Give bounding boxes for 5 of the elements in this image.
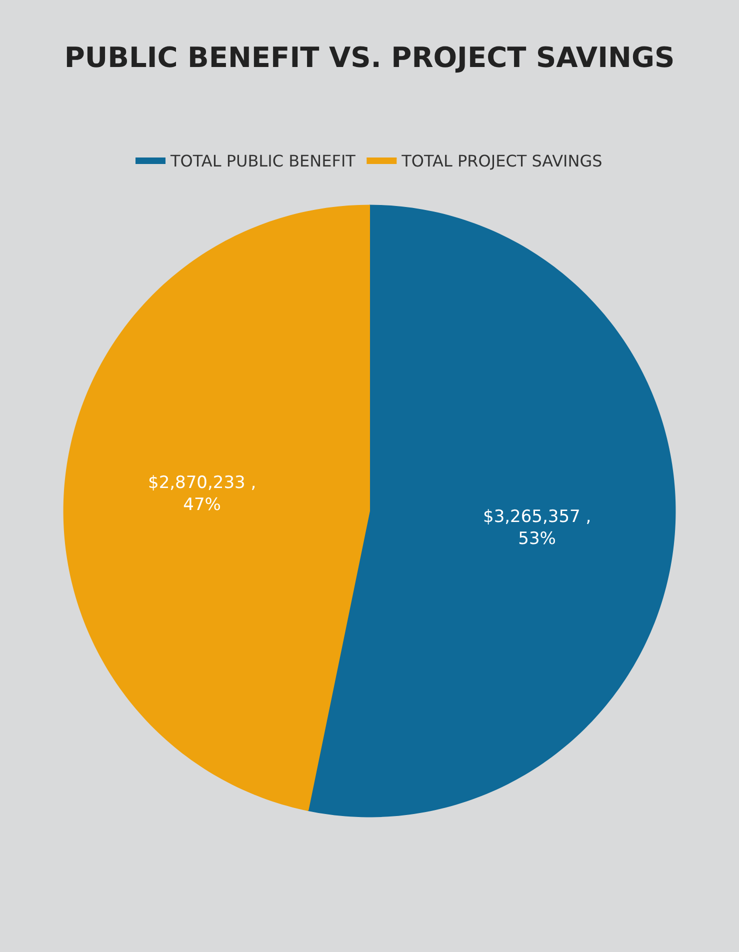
legend-label: TOTAL PUBLIC BENEFIT [170, 151, 356, 170]
data-label: $2,870,233 , 47% [148, 473, 256, 516]
data-label: $3,265,357 , 53% [483, 507, 592, 550]
chart-title: PUBLIC BENEFIT VS. PROJECT SAVINGS [64, 41, 675, 74]
legend-label: TOTAL PROJECT SAVINGS [400, 151, 602, 170]
